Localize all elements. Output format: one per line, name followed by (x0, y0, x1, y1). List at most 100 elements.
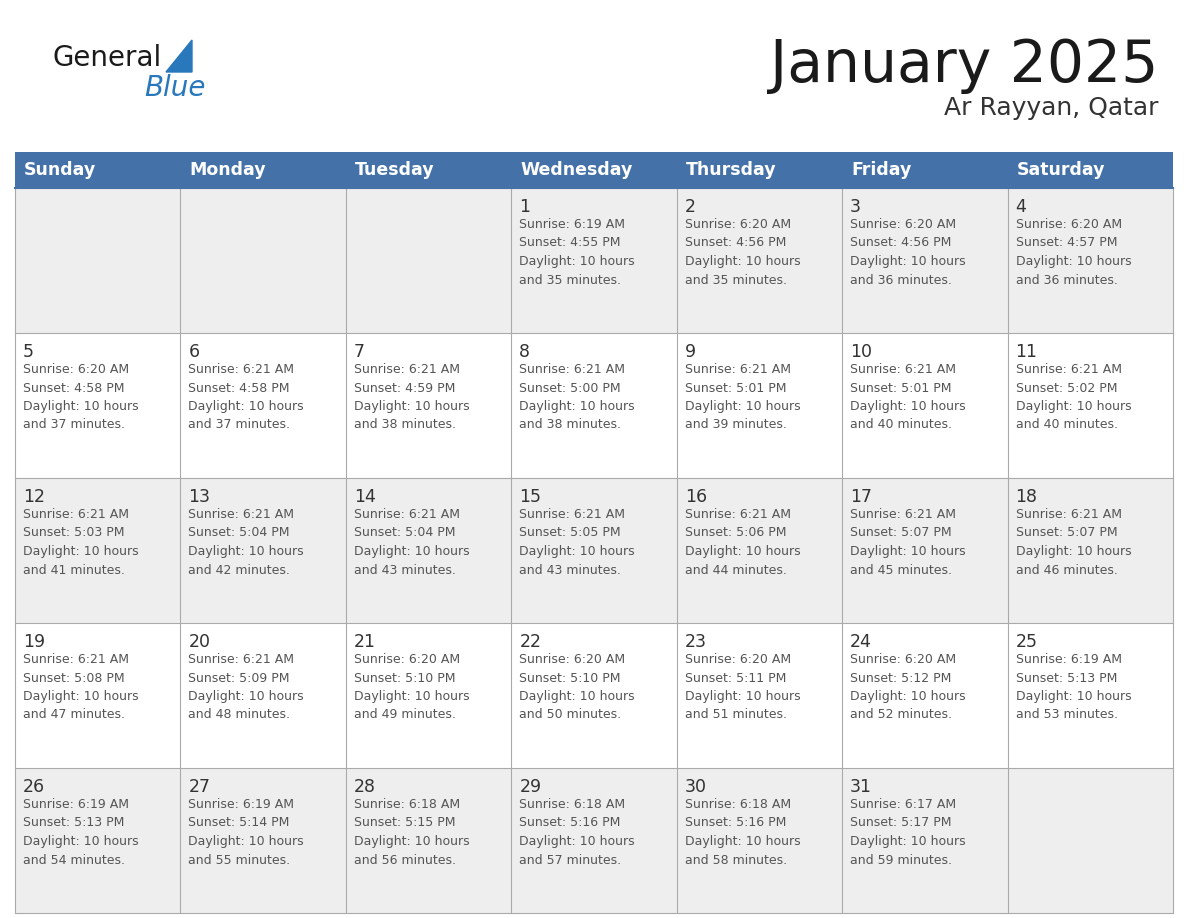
Bar (346, 152, 511, 188)
Text: 22: 22 (519, 633, 542, 651)
Bar (842, 768, 1007, 913)
Bar (842, 152, 1007, 188)
Text: Sunday: Sunday (24, 161, 96, 179)
Bar (181, 333, 346, 478)
Text: 14: 14 (354, 488, 375, 506)
Text: 10: 10 (851, 343, 872, 361)
Text: 1: 1 (519, 198, 530, 216)
Text: January 2025: January 2025 (770, 37, 1158, 94)
Text: Sunrise: 6:21 AM
Sunset: 5:09 PM
Daylight: 10 hours
and 48 minutes.: Sunrise: 6:21 AM Sunset: 5:09 PM Dayligh… (189, 653, 304, 722)
Bar (346, 333, 511, 478)
Text: 25: 25 (1016, 633, 1037, 651)
Text: 8: 8 (519, 343, 530, 361)
Text: 15: 15 (519, 488, 542, 506)
Text: Sunrise: 6:20 AM
Sunset: 4:57 PM
Daylight: 10 hours
and 36 minutes.: Sunrise: 6:20 AM Sunset: 4:57 PM Dayligh… (1016, 218, 1131, 286)
Bar (15, 152, 181, 188)
Text: Sunrise: 6:20 AM
Sunset: 5:10 PM
Daylight: 10 hours
and 49 minutes.: Sunrise: 6:20 AM Sunset: 5:10 PM Dayligh… (354, 653, 469, 722)
Text: Sunrise: 6:21 AM
Sunset: 5:05 PM
Daylight: 10 hours
and 43 minutes.: Sunrise: 6:21 AM Sunset: 5:05 PM Dayligh… (519, 508, 634, 577)
Bar (346, 768, 511, 913)
Text: Sunrise: 6:20 AM
Sunset: 5:12 PM
Daylight: 10 hours
and 52 minutes.: Sunrise: 6:20 AM Sunset: 5:12 PM Dayligh… (851, 653, 966, 722)
Text: Sunrise: 6:20 AM
Sunset: 5:11 PM
Daylight: 10 hours
and 51 minutes.: Sunrise: 6:20 AM Sunset: 5:11 PM Dayligh… (684, 653, 801, 722)
Text: Thursday: Thursday (685, 161, 776, 179)
Polygon shape (166, 40, 192, 72)
Text: Wednesday: Wednesday (520, 161, 633, 179)
Bar (677, 623, 842, 768)
Text: 11: 11 (1016, 343, 1037, 361)
Text: Sunrise: 6:20 AM
Sunset: 4:58 PM
Daylight: 10 hours
and 37 minutes.: Sunrise: 6:20 AM Sunset: 4:58 PM Dayligh… (23, 363, 139, 431)
Bar (511, 768, 677, 913)
Text: Saturday: Saturday (1017, 161, 1105, 179)
Bar (1007, 152, 1173, 188)
Text: Sunrise: 6:21 AM
Sunset: 5:04 PM
Daylight: 10 hours
and 43 minutes.: Sunrise: 6:21 AM Sunset: 5:04 PM Dayligh… (354, 508, 469, 577)
Text: 27: 27 (189, 778, 210, 796)
Bar (346, 478, 511, 623)
Text: Sunrise: 6:21 AM
Sunset: 5:07 PM
Daylight: 10 hours
and 46 minutes.: Sunrise: 6:21 AM Sunset: 5:07 PM Dayligh… (1016, 508, 1131, 577)
Bar (181, 478, 346, 623)
Bar (677, 478, 842, 623)
Bar (677, 152, 842, 188)
Bar (677, 333, 842, 478)
Text: 31: 31 (851, 778, 872, 796)
Text: Sunrise: 6:20 AM
Sunset: 4:56 PM
Daylight: 10 hours
and 36 minutes.: Sunrise: 6:20 AM Sunset: 4:56 PM Dayligh… (851, 218, 966, 286)
Text: Sunrise: 6:19 AM
Sunset: 5:14 PM
Daylight: 10 hours
and 55 minutes.: Sunrise: 6:19 AM Sunset: 5:14 PM Dayligh… (189, 798, 304, 867)
Bar (181, 188, 346, 333)
Bar (1007, 768, 1173, 913)
Bar (1007, 188, 1173, 333)
Bar (511, 188, 677, 333)
Text: 4: 4 (1016, 198, 1026, 216)
Text: Monday: Monday (189, 161, 266, 179)
Bar (15, 188, 181, 333)
Text: 19: 19 (23, 633, 45, 651)
Text: 3: 3 (851, 198, 861, 216)
Text: 26: 26 (23, 778, 45, 796)
Text: Sunrise: 6:21 AM
Sunset: 5:04 PM
Daylight: 10 hours
and 42 minutes.: Sunrise: 6:21 AM Sunset: 5:04 PM Dayligh… (189, 508, 304, 577)
Bar (1007, 333, 1173, 478)
Text: 12: 12 (23, 488, 45, 506)
Text: 13: 13 (189, 488, 210, 506)
Text: Sunrise: 6:21 AM
Sunset: 5:03 PM
Daylight: 10 hours
and 41 minutes.: Sunrise: 6:21 AM Sunset: 5:03 PM Dayligh… (23, 508, 139, 577)
Text: 28: 28 (354, 778, 375, 796)
Text: Sunrise: 6:21 AM
Sunset: 5:07 PM
Daylight: 10 hours
and 45 minutes.: Sunrise: 6:21 AM Sunset: 5:07 PM Dayligh… (851, 508, 966, 577)
Text: Sunrise: 6:20 AM
Sunset: 4:56 PM
Daylight: 10 hours
and 35 minutes.: Sunrise: 6:20 AM Sunset: 4:56 PM Dayligh… (684, 218, 801, 286)
Text: 24: 24 (851, 633, 872, 651)
Bar (181, 152, 346, 188)
Bar (15, 623, 181, 768)
Text: 17: 17 (851, 488, 872, 506)
Text: Sunrise: 6:19 AM
Sunset: 4:55 PM
Daylight: 10 hours
and 35 minutes.: Sunrise: 6:19 AM Sunset: 4:55 PM Dayligh… (519, 218, 634, 286)
Bar (181, 768, 346, 913)
Text: Sunrise: 6:19 AM
Sunset: 5:13 PM
Daylight: 10 hours
and 54 minutes.: Sunrise: 6:19 AM Sunset: 5:13 PM Dayligh… (23, 798, 139, 867)
Text: Sunrise: 6:21 AM
Sunset: 4:59 PM
Daylight: 10 hours
and 38 minutes.: Sunrise: 6:21 AM Sunset: 4:59 PM Dayligh… (354, 363, 469, 431)
Text: Sunrise: 6:18 AM
Sunset: 5:16 PM
Daylight: 10 hours
and 58 minutes.: Sunrise: 6:18 AM Sunset: 5:16 PM Dayligh… (684, 798, 801, 867)
Text: Sunrise: 6:18 AM
Sunset: 5:15 PM
Daylight: 10 hours
and 56 minutes.: Sunrise: 6:18 AM Sunset: 5:15 PM Dayligh… (354, 798, 469, 867)
Text: Tuesday: Tuesday (355, 161, 435, 179)
Text: 7: 7 (354, 343, 365, 361)
Text: 21: 21 (354, 633, 375, 651)
Text: 16: 16 (684, 488, 707, 506)
Bar (677, 188, 842, 333)
Text: Sunrise: 6:19 AM
Sunset: 5:13 PM
Daylight: 10 hours
and 53 minutes.: Sunrise: 6:19 AM Sunset: 5:13 PM Dayligh… (1016, 653, 1131, 722)
Text: Sunrise: 6:17 AM
Sunset: 5:17 PM
Daylight: 10 hours
and 59 minutes.: Sunrise: 6:17 AM Sunset: 5:17 PM Dayligh… (851, 798, 966, 867)
Text: 18: 18 (1016, 488, 1037, 506)
Text: 6: 6 (189, 343, 200, 361)
Bar (346, 188, 511, 333)
Text: 20: 20 (189, 633, 210, 651)
Text: 2: 2 (684, 198, 696, 216)
Text: General: General (52, 44, 162, 72)
Text: Blue: Blue (144, 74, 206, 102)
Text: 30: 30 (684, 778, 707, 796)
Text: Sunrise: 6:21 AM
Sunset: 5:06 PM
Daylight: 10 hours
and 44 minutes.: Sunrise: 6:21 AM Sunset: 5:06 PM Dayligh… (684, 508, 801, 577)
Text: 23: 23 (684, 633, 707, 651)
Text: 29: 29 (519, 778, 542, 796)
Bar (511, 478, 677, 623)
Bar (842, 333, 1007, 478)
Text: 9: 9 (684, 343, 696, 361)
Text: Sunrise: 6:21 AM
Sunset: 5:01 PM
Daylight: 10 hours
and 39 minutes.: Sunrise: 6:21 AM Sunset: 5:01 PM Dayligh… (684, 363, 801, 431)
Bar (842, 623, 1007, 768)
Text: Sunrise: 6:21 AM
Sunset: 5:00 PM
Daylight: 10 hours
and 38 minutes.: Sunrise: 6:21 AM Sunset: 5:00 PM Dayligh… (519, 363, 634, 431)
Bar (346, 623, 511, 768)
Text: Sunrise: 6:18 AM
Sunset: 5:16 PM
Daylight: 10 hours
and 57 minutes.: Sunrise: 6:18 AM Sunset: 5:16 PM Dayligh… (519, 798, 634, 867)
Text: Sunrise: 6:20 AM
Sunset: 5:10 PM
Daylight: 10 hours
and 50 minutes.: Sunrise: 6:20 AM Sunset: 5:10 PM Dayligh… (519, 653, 634, 722)
Bar (15, 333, 181, 478)
Bar (677, 768, 842, 913)
Text: Sunrise: 6:21 AM
Sunset: 5:08 PM
Daylight: 10 hours
and 47 minutes.: Sunrise: 6:21 AM Sunset: 5:08 PM Dayligh… (23, 653, 139, 722)
